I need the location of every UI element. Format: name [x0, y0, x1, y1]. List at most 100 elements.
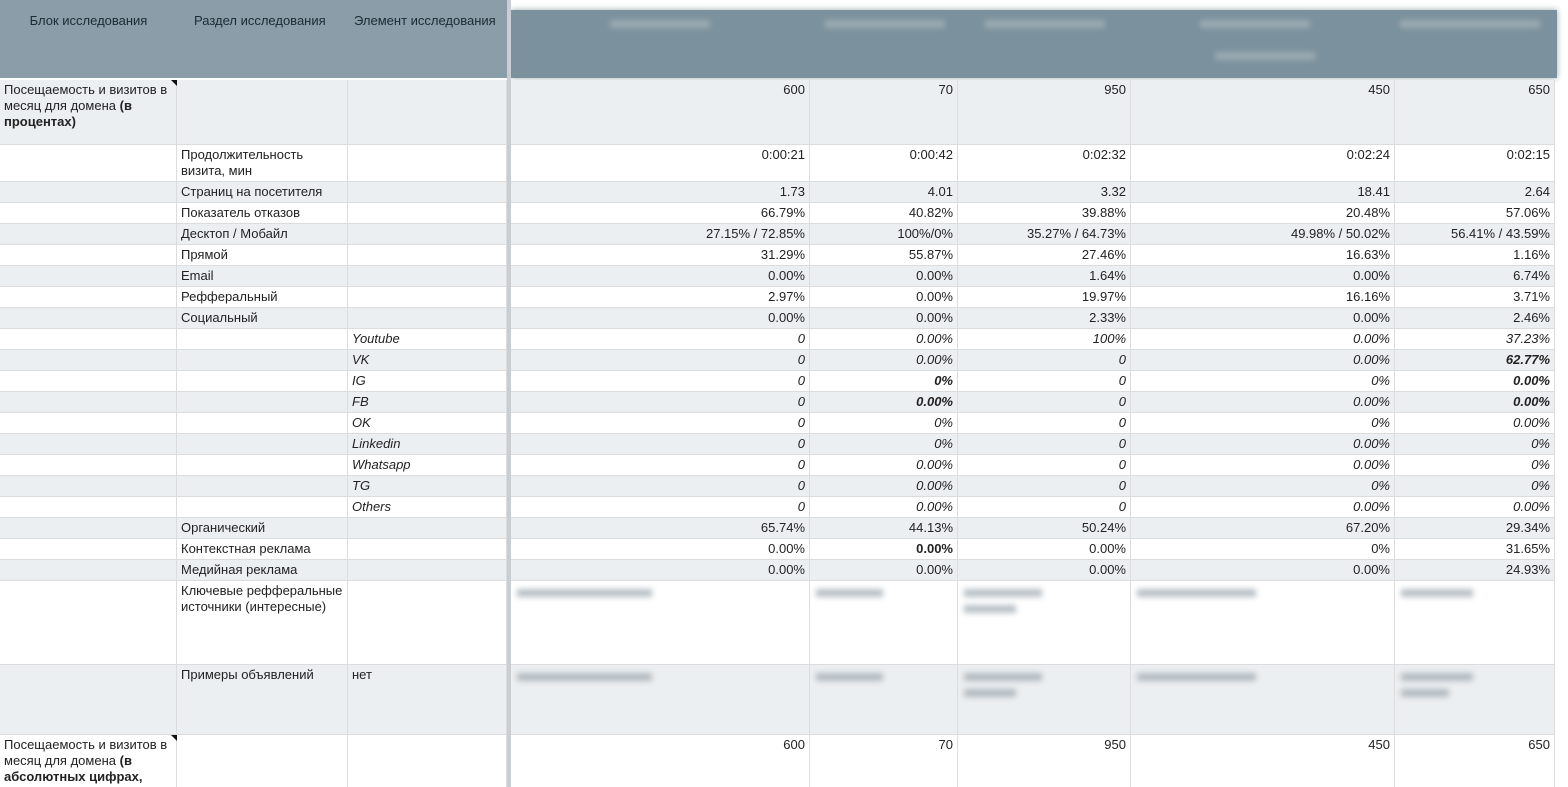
section-cell: Контекстная реклама	[177, 539, 348, 560]
block-text: Посещаемость и визитов в месяц для домен…	[4, 82, 168, 113]
data-cell: 44.13%	[810, 518, 958, 539]
element-cell	[348, 518, 507, 539]
block-cell	[0, 455, 177, 476]
data-cell: 0.00%	[810, 350, 958, 371]
data-cell: 0	[958, 350, 1131, 371]
data-cell: 27.15% / 72.85%	[511, 224, 810, 245]
element-cell	[348, 735, 507, 787]
section-cell: Социальный	[177, 308, 348, 329]
data-cell: 4.01	[810, 182, 958, 203]
data-cell: 0.00%	[1131, 455, 1395, 476]
block-cell	[0, 476, 177, 497]
data-cell: 0	[511, 413, 810, 434]
element-cell	[348, 224, 507, 245]
section-cell	[177, 476, 348, 497]
data-cell: 62.77%	[1395, 350, 1555, 371]
section-cell: Медийная реклама	[177, 560, 348, 581]
blurred-text	[1137, 589, 1256, 597]
block-cell	[0, 145, 177, 182]
block-cell	[0, 266, 177, 287]
data-cell: 0.00%	[511, 539, 810, 560]
element-cell	[348, 560, 507, 581]
data-cell: 0.00%	[810, 497, 958, 518]
data-cell: 0	[511, 476, 810, 497]
data-cell: 50.24%	[958, 518, 1131, 539]
blurred-text	[816, 673, 883, 681]
data-cell: 16.63%	[1131, 245, 1395, 266]
section-cell	[177, 455, 348, 476]
data-cell: 0%	[1395, 476, 1555, 497]
block-cell	[0, 287, 177, 308]
data-cell: 0	[511, 392, 810, 413]
data-cell: 0%	[810, 434, 958, 455]
element-cell	[348, 581, 507, 665]
section-cell	[177, 350, 348, 371]
block-text: Посещаемость и визитов в месяц для домен…	[4, 737, 168, 768]
data-cell: 0	[958, 413, 1131, 434]
blurred-link	[1400, 20, 1540, 28]
element-cell	[348, 203, 507, 224]
data-cell: 0%	[810, 413, 958, 434]
data-cell: 0%	[1131, 371, 1395, 392]
block-cell	[0, 245, 177, 266]
section-cell: Страниц на посетителя	[177, 182, 348, 203]
header-cell: Элемент исследования	[354, 13, 496, 28]
data-cell: 0:00:21	[511, 145, 810, 182]
element-cell: Linkedin	[348, 434, 507, 455]
data-cell: 0	[958, 434, 1131, 455]
data-cell: 0	[958, 371, 1131, 392]
data-cell: 0.00%	[1131, 308, 1395, 329]
data-cell: 0%	[1131, 413, 1395, 434]
data-cell: 16.16%	[1131, 287, 1395, 308]
data-cell: 0:02:32	[958, 145, 1131, 182]
data-cell: 0.00%	[511, 560, 810, 581]
section-cell	[177, 434, 348, 455]
comment-marker	[171, 735, 177, 741]
data-cell: 0	[511, 497, 810, 518]
data-cell: 19.97%	[958, 287, 1131, 308]
blurred-text	[964, 605, 1016, 613]
data-cell: 0.00%	[810, 392, 958, 413]
section-cell	[177, 371, 348, 392]
element-cell	[348, 182, 507, 203]
data-cell: 0.00%	[1395, 392, 1555, 413]
data-cell: 6.74%	[1395, 266, 1555, 287]
data-cell: 1.64%	[958, 266, 1131, 287]
block-text-bold: (в процентах)	[4, 98, 132, 129]
blurred-text	[816, 589, 883, 597]
data-cell: 0	[511, 434, 810, 455]
data-cell: 100%/0%	[810, 224, 958, 245]
data-cell: 950	[958, 80, 1131, 145]
data-cell: 0%	[1131, 539, 1395, 560]
blurred-text	[517, 589, 652, 597]
data-cell: 2.33%	[958, 308, 1131, 329]
element-cell	[348, 308, 507, 329]
data-cell: 0.00%	[810, 308, 958, 329]
data-cell: 65.74%	[511, 518, 810, 539]
block-text-bold: (в абсолютных цифрах,	[4, 753, 143, 784]
data-cell: 0.00%	[810, 560, 958, 581]
data-cell: 1.73	[511, 182, 810, 203]
data-cell: 0	[958, 455, 1131, 476]
data-cell: 27.46%	[958, 245, 1131, 266]
data-cell: 39.88%	[958, 203, 1131, 224]
section-cell	[177, 735, 348, 787]
blurred-link	[1215, 52, 1315, 60]
section-cell: Email	[177, 266, 348, 287]
data-cell: 55.87%	[810, 245, 958, 266]
element-cell: VK	[348, 350, 507, 371]
data-cell: 0.00%	[1131, 350, 1395, 371]
frozen-divider	[507, 0, 511, 787]
data-cell: 0	[958, 476, 1131, 497]
data-cell: 0.00%	[810, 329, 958, 350]
element-cell: нет	[348, 665, 507, 735]
element-cell	[348, 80, 507, 145]
element-cell	[348, 287, 507, 308]
blurred-text	[1401, 689, 1449, 697]
section-cell	[177, 329, 348, 350]
data-cell: 31.65%	[1395, 539, 1555, 560]
header-cell: Раздел исследования	[194, 13, 326, 28]
block-cell	[0, 371, 177, 392]
section-cell: Прямой	[177, 245, 348, 266]
section-cell: Примеры объявлений	[177, 665, 348, 735]
